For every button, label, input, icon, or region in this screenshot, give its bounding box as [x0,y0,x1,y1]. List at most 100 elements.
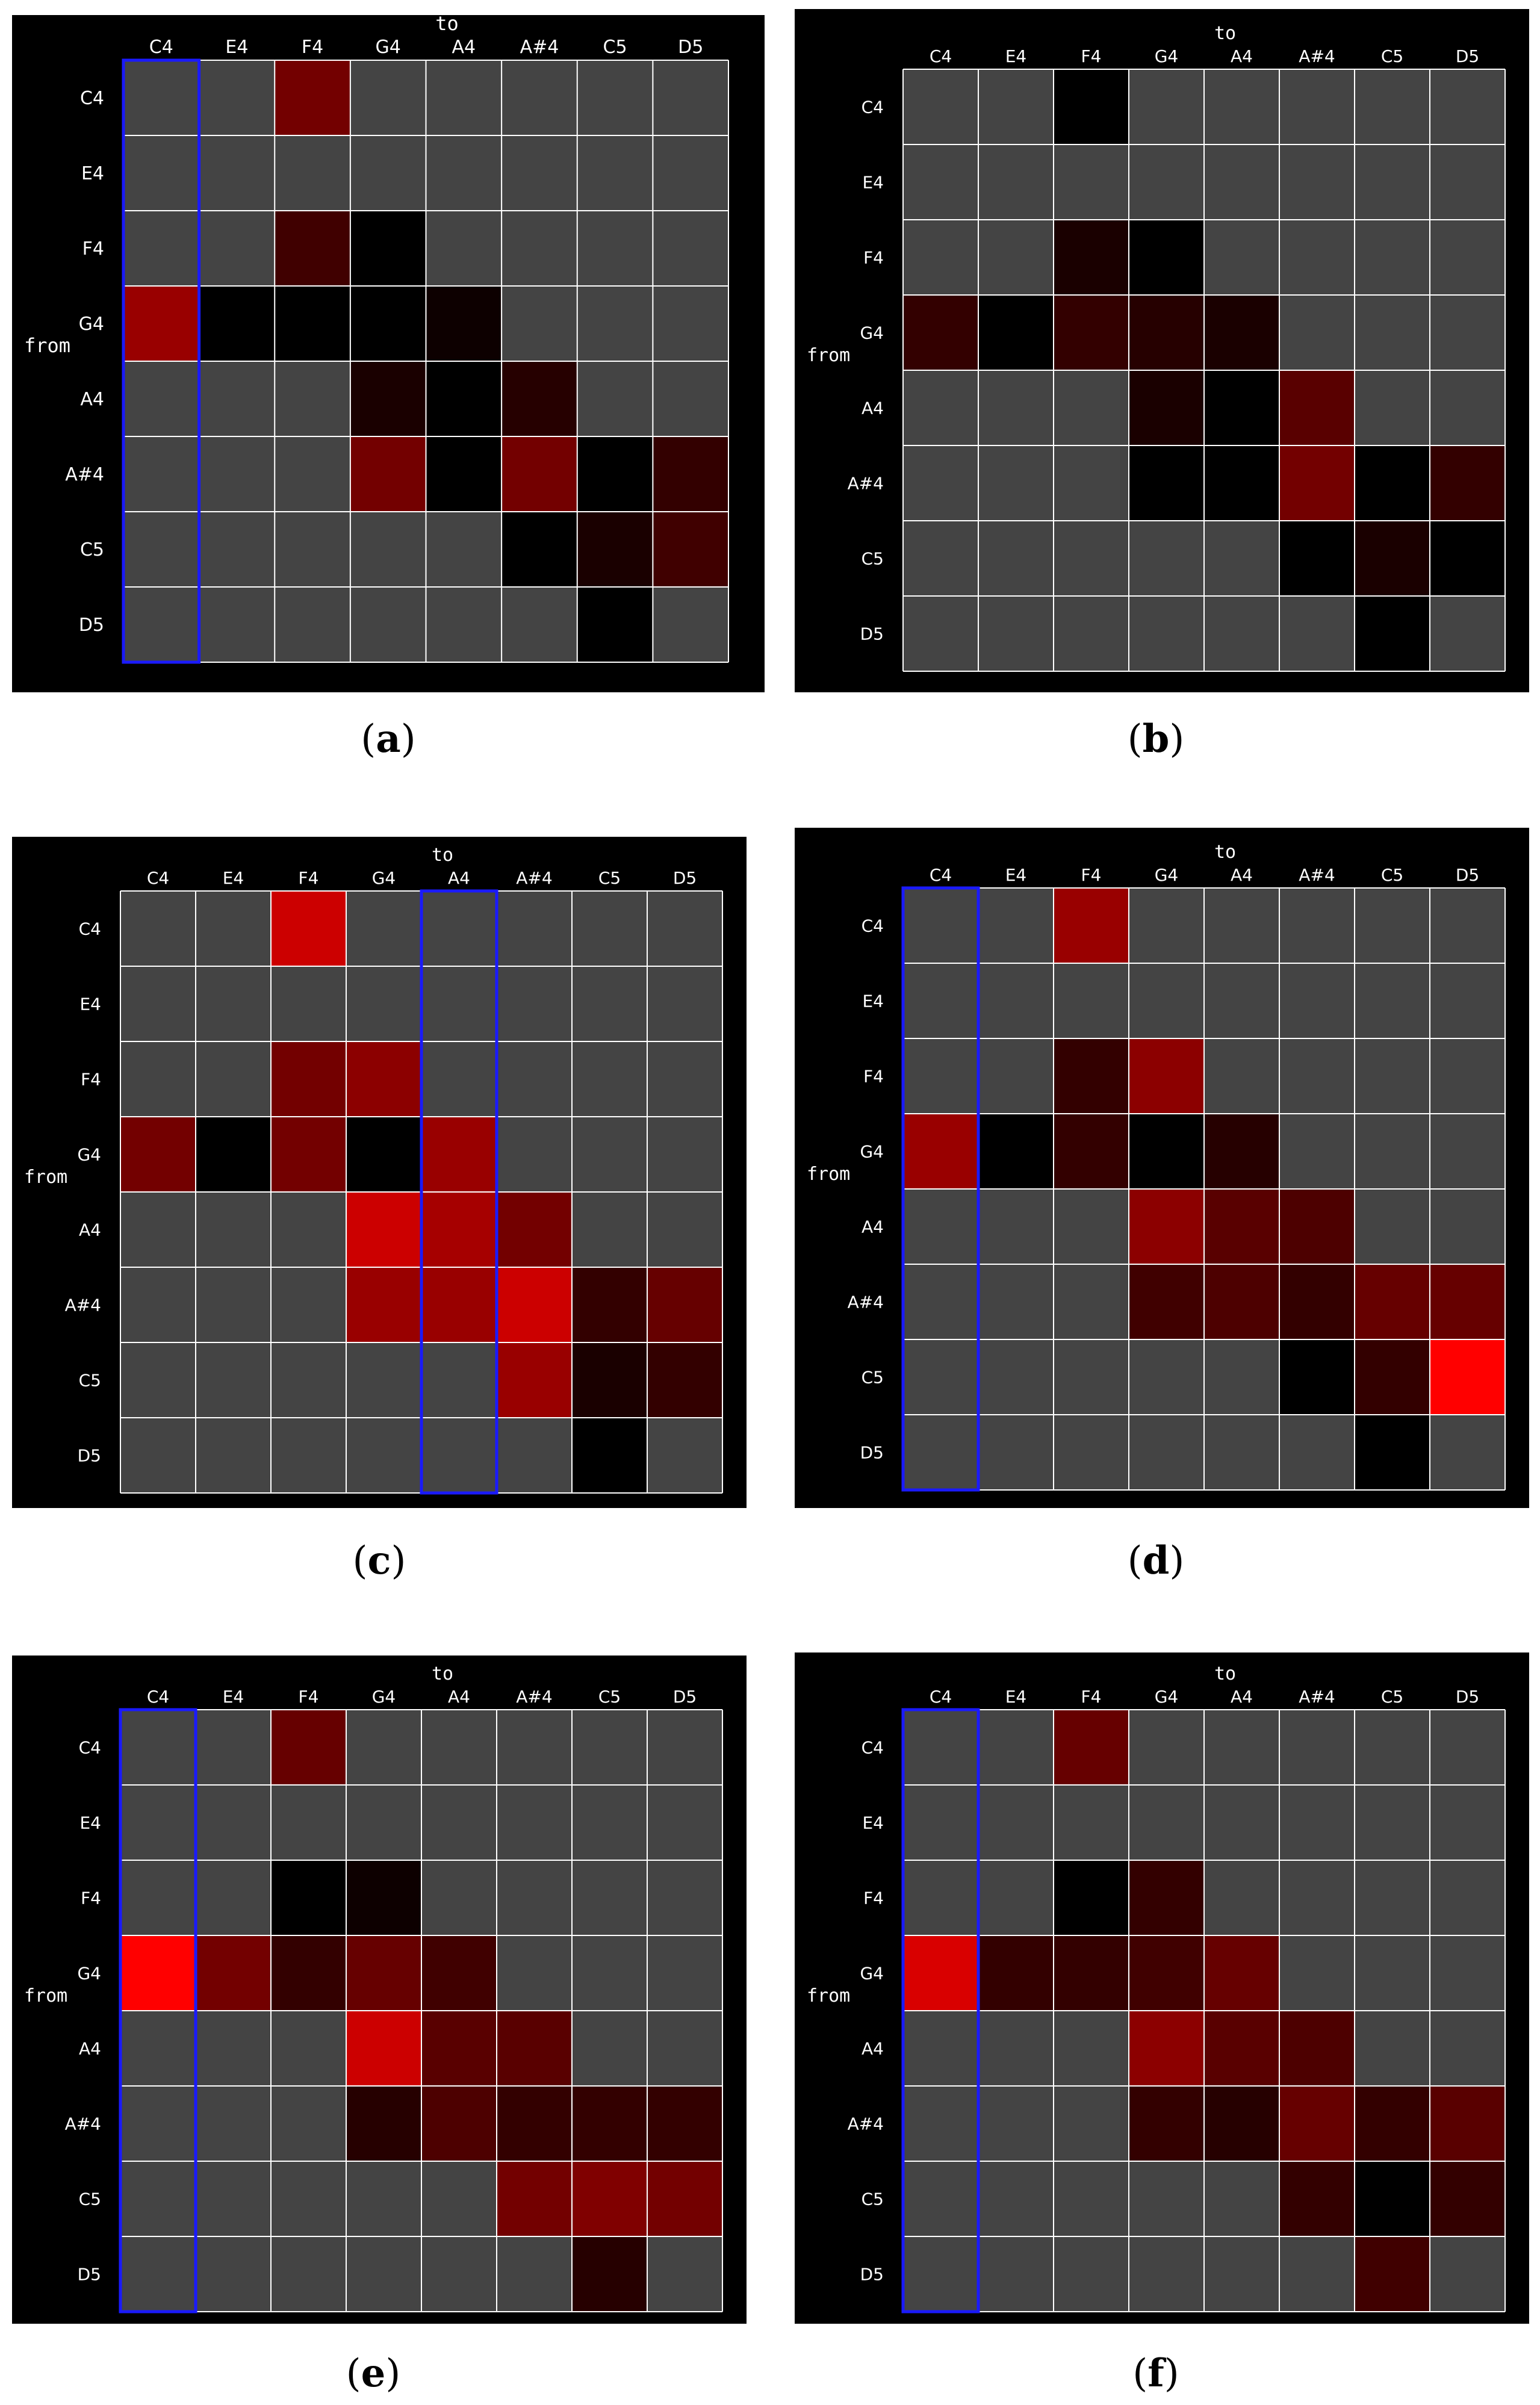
heatmap-cell-3-3 [350,286,426,361]
heatmap-cell-5-7 [1430,445,1505,521]
heatmap-cell-5-5 [1279,445,1355,521]
heatmap-cell-7-0 [903,596,978,671]
heatmap-cell-6-5 [1279,1339,1355,1415]
x-tick-label: C5 [598,1687,621,1707]
y-tick-label: D5 [860,2264,884,2284]
heatmap-cell-4-5 [1279,1189,1355,1264]
caption-e: (e) [346,2351,401,2396]
y-tick-label: C5 [862,2189,884,2209]
heatmap-cell-6-4 [1204,2161,1279,2236]
heatmap-cell-7-3 [350,587,426,662]
heatmap-cell-6-2 [1054,521,1129,596]
heatmap-cell-0-3 [1129,888,1204,963]
heatmap-cell-0-1 [196,1710,271,1785]
heatmap-cell-3-0 [903,1935,978,2011]
heatmap-cell-2-3 [350,211,426,286]
heatmap-cell-7-4 [1204,2236,1279,2312]
heatmap-cell-7-2 [1054,596,1129,671]
y-axis-title: from [807,1164,850,1185]
heatmap-cell-2-3 [1129,1038,1204,1114]
heatmap-cell-4-5 [501,361,577,436]
x-tick-label: A#4 [1299,46,1335,66]
heatmap-cell-6-0 [903,521,978,596]
heatmap-cell-6-6 [572,1342,647,1418]
y-tick-label: A4 [862,2038,884,2058]
heatmap-cell-3-2 [275,286,350,361]
heatmap-cell-7-7 [1430,596,1505,671]
heatmap-cell-2-7 [1430,220,1505,295]
heatmap-cell-2-6 [572,1041,647,1117]
y-tick-label: E4 [79,994,101,1014]
heatmap-cell-3-3 [346,1935,421,2011]
heatmap-cell-0-1 [978,1710,1054,1785]
heatmap-cell-7-6 [572,1418,647,1493]
highlighted-column-outline [901,886,980,1492]
heatmap-cell-6-0 [120,1342,196,1418]
heatmap-cell-5-6 [572,2086,647,2161]
heatmap-cell-4-2 [1054,2011,1129,2086]
x-tick-label: C4 [149,37,173,58]
heatmap-cell-0-0 [903,1710,978,1785]
heatmap-cell-0-2 [1054,1710,1129,1785]
heatmap-cell-7-5 [501,587,577,662]
x-tick-label: C5 [603,37,627,58]
heatmap-cell-0-7 [1430,1710,1505,1785]
heatmap-cell-1-6 [572,1785,647,1860]
x-tick-label: G4 [1155,865,1179,885]
x-tick-label: D5 [673,1687,697,1707]
heatmap-cell-2-0 [903,1038,978,1114]
heatmap-cell-0-7 [647,1710,722,1785]
heatmap-cell-2-0 [903,1860,978,1935]
highlighted-column-outline [119,1708,197,2313]
heatmap-cell-1-0 [903,963,978,1038]
heatmap-cell-3-1 [978,1114,1054,1189]
heatmap-cell-4-1 [978,370,1054,445]
x-tick-label: C4 [930,46,952,66]
heatmap-cell-5-1 [199,436,275,512]
heatmap-cell-2-0 [120,1860,196,1935]
heatmap-cell-1-2 [271,966,346,1041]
heatmap-cell-5-7 [647,1267,722,1342]
y-tick-label: A4 [862,398,884,418]
heatmap-cell-7-2 [271,2236,346,2312]
heatmap-cell-5-4 [421,2086,497,2161]
heatmap-panel-a: C4 E4 F4 G4 A4 A#4 C5 D5 C4 E4 F4 G4 A4 A#4 C5 D5 to from [12,15,765,692]
heatmap-cell-5-4 [1204,445,1279,521]
x-axis-title: to [432,845,453,866]
heatmap-cell-0-4 [1204,888,1279,963]
heatmap-cell-4-1 [978,1189,1054,1264]
heatmap-cell-6-0 [903,1339,978,1415]
heatmap-cell-1-1 [196,1785,271,1860]
x-tick-label: A4 [1231,1687,1253,1707]
heatmap-cell-3-7 [1430,295,1505,370]
heatmap-cell-6-4 [426,512,502,587]
heatmap-cell-2-4 [421,1041,497,1117]
y-tick-label: G4 [77,1963,101,1983]
heatmap-cell-0-6 [572,891,647,966]
heatmap-panel-b: C4 E4 F4 G4 A4 A#4 C5 D5 C4 E4 F4 G4 A4 A#4 C5 D5 to from [795,9,1529,692]
heatmap-cell-7-4 [1204,596,1279,671]
heatmap-cell-4-5 [1279,370,1355,445]
y-tick-label: F4 [81,1888,101,1908]
heatmap-cell-6-0 [903,2161,978,2236]
heatmap-cell-7-5 [497,2236,572,2312]
heatmap-cell-2-2 [271,1041,346,1117]
heatmap-cell-3-1 [978,1935,1054,2011]
heatmap-cell-6-5 [497,2161,572,2236]
heatmap-cell-3-5 [1279,1114,1355,1189]
y-tick-label: G4 [860,323,884,343]
heatmap-cell-4-7 [647,2011,722,2086]
heatmap-cell-4-2 [275,361,350,436]
heatmap-cell-5-7 [647,2086,722,2161]
heatmap-cell-5-3 [350,436,426,512]
x-tick-label: A#4 [516,868,552,888]
heatmap-cell-2-6 [572,1860,647,1935]
x-tick-label: E4 [1005,865,1027,885]
heatmap-cell-0-3 [346,891,421,966]
x-tick-label: A4 [448,868,470,888]
heatmap-cell-2-2 [271,1860,346,1935]
heatmap-cell-6-1 [978,1339,1054,1415]
heatmap-cell-5-3 [1129,2086,1204,2161]
y-tick-label: E4 [862,172,884,192]
heatmap-cell-4-3 [1129,370,1204,445]
